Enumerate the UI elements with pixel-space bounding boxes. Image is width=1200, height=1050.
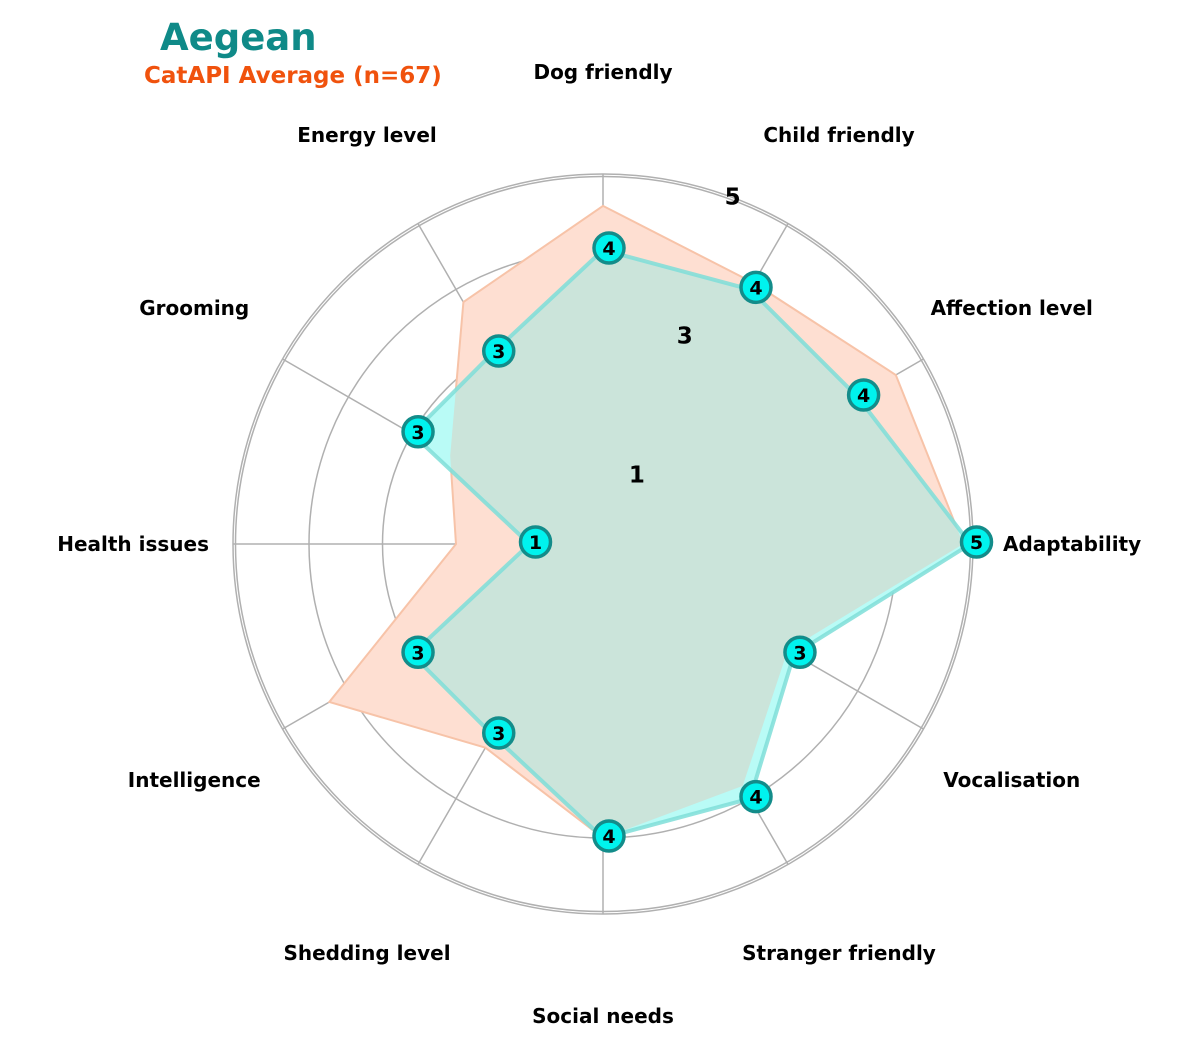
point-label-2: 4 (749, 277, 762, 299)
point-label-0: 5 (970, 532, 983, 554)
category-label-10: Stranger friendly (742, 941, 936, 965)
point-label-5: 3 (411, 422, 424, 444)
radar-series: 5 4 4 4 3 3 1 3 3 4 4 3 (329, 206, 991, 851)
point-label-11: 3 (793, 642, 806, 664)
point-label-3: 4 (602, 238, 615, 260)
category-label-1: Affection level (931, 296, 1093, 320)
category-label-6: Health issues (57, 532, 209, 556)
ring-label-5: 5 (725, 185, 741, 211)
category-label-5: Grooming (139, 296, 249, 320)
category-label-8: Shedding level (283, 941, 450, 965)
category-label-0: Adaptability (1003, 532, 1141, 556)
category-label-4: Energy level (297, 123, 437, 147)
point-label-6: 1 (529, 532, 542, 554)
point-label-9: 4 (602, 826, 615, 848)
category-label-7: Intelligence (128, 768, 261, 792)
point-label-7: 3 (411, 642, 424, 664)
point-label-1: 4 (857, 385, 870, 407)
category-label-2: Child friendly (763, 123, 914, 147)
category-label-9: Social needs (532, 1004, 674, 1028)
legend-primary-label: Aegean (160, 16, 317, 59)
category-label-11: Vocalisation (943, 768, 1080, 792)
point-label-4: 3 (492, 341, 505, 363)
legend-reference-label: CatAPI Average (n=67) (144, 63, 442, 89)
point-label-10: 4 (749, 787, 762, 809)
category-label-3: Dog friendly (533, 60, 672, 84)
ring-label-3: 3 (677, 324, 693, 350)
ring-label-1: 1 (629, 463, 645, 489)
point-label-8: 3 (492, 723, 505, 745)
